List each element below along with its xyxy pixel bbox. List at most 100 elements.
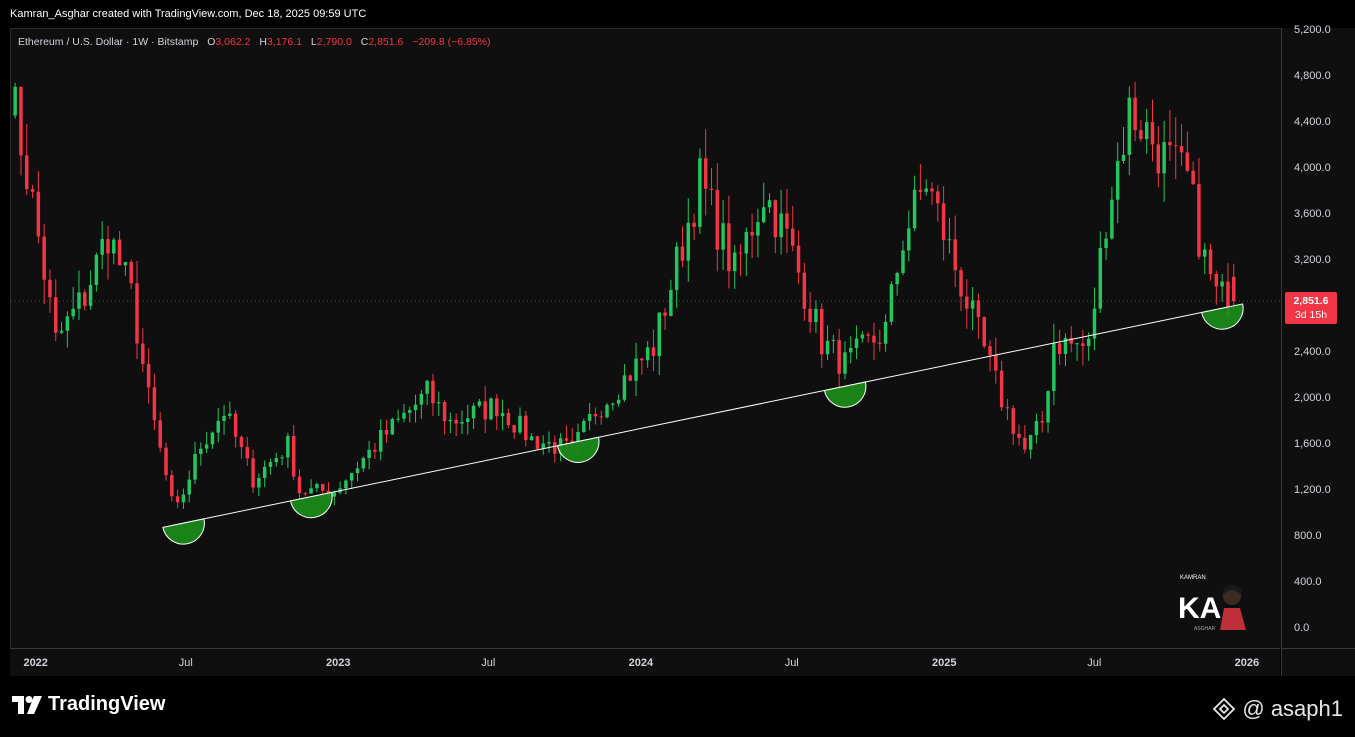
candle-body: [1069, 337, 1074, 344]
candle-body: [732, 252, 737, 272]
candle-body: [141, 343, 145, 365]
watermark: @ asaph1: [1212, 696, 1343, 722]
candle-body: [634, 358, 638, 381]
candle-body: [674, 246, 679, 290]
candle-body: [738, 252, 743, 254]
candle-body: [698, 158, 702, 227]
candle-body: [83, 292, 87, 306]
time-axis[interactable]: 2022 Jul 2023 Jul 2024 Jul 2025 Jul 2026: [10, 648, 1280, 678]
candle-body: [384, 429, 389, 435]
candle-body: [1168, 142, 1172, 146]
candle-body: [500, 412, 505, 417]
candle-body: [286, 435, 290, 458]
candle-body: [373, 449, 377, 452]
axis-corner: [1281, 648, 1355, 678]
candle-body: [495, 398, 499, 417]
candle-body: [1052, 343, 1056, 392]
candle-body: [378, 429, 383, 452]
candle-body: [303, 493, 308, 495]
candle-body: [448, 419, 453, 422]
candle-body: [936, 191, 940, 204]
candle-body: [193, 454, 197, 480]
candle-body: [918, 189, 923, 192]
time-tick-label: 2024: [628, 657, 654, 669]
candle-body: [779, 213, 783, 238]
candle-body: [1017, 433, 1021, 438]
candle-body: [129, 261, 133, 284]
candle-body: [970, 300, 975, 309]
time-tick-label: 2026: [1234, 657, 1260, 669]
candle-body: [999, 370, 1004, 408]
candle-body: [77, 292, 81, 309]
candle-body: [251, 458, 255, 488]
badge-bottom-text: ASGHAR: [1194, 626, 1216, 632]
candle-body: [466, 418, 470, 422]
candle-body: [947, 239, 952, 241]
watermark-handle: @ asaph1: [1242, 696, 1343, 721]
candle-body: [860, 334, 865, 339]
candle-body: [164, 447, 168, 476]
candle-body: [187, 479, 191, 495]
candle-body: [657, 312, 662, 357]
candle-body: [593, 414, 598, 417]
candle-body: [744, 231, 749, 254]
candle-body: [686, 222, 691, 261]
candle-body: [199, 448, 203, 455]
candle-body: [396, 418, 400, 420]
candle-body: [959, 270, 963, 297]
candle-body: [721, 223, 725, 250]
candle-body: [965, 296, 969, 309]
chart-credit: Kamran_Asghar created with TradingView.c…: [10, 8, 367, 20]
symbol-name: Ethereum / U.S. Dollar · 1W · Bitstamp: [18, 36, 199, 48]
candle-body: [1040, 421, 1044, 423]
candle-body: [1173, 145, 1178, 147]
avatar-body: [1220, 608, 1246, 630]
price-tick-label: 4,000.0: [1294, 162, 1331, 174]
candle-body: [599, 416, 603, 418]
candle-body: [1046, 391, 1050, 423]
candle-body: [297, 476, 302, 494]
price-tick-label: 3,200.0: [1294, 254, 1331, 266]
price-chart[interactable]: [11, 29, 1281, 649]
candle-body: [907, 228, 911, 251]
candle-body: [1075, 343, 1079, 345]
candle-body: [1081, 343, 1085, 347]
symbol-legend: Ethereum / U.S. Dollar · 1W · Bitstamp O…: [18, 36, 491, 48]
candle-body: [709, 188, 714, 191]
price-axis[interactable]: 5,200.0 4,800.0 4,400.0 4,000.0 3,600.0 3,200…: [1281, 24, 1355, 648]
candle-body: [245, 447, 250, 459]
candle-body: [71, 308, 75, 317]
support-trendline: [171, 306, 1229, 526]
candle-body: [1127, 97, 1132, 155]
candle-body: [1034, 421, 1039, 436]
candle-body: [994, 355, 998, 371]
candle-body: [309, 488, 313, 494]
price-tick-label: 3,600.0: [1294, 208, 1331, 220]
candle-body: [419, 393, 424, 405]
candle-body: [320, 483, 325, 491]
candle-body: [471, 405, 476, 419]
price-tick-label: 5,200.0: [1294, 24, 1331, 36]
tradingview-logo[interactable]: TradingView: [12, 693, 165, 716]
candle-body: [146, 364, 151, 388]
cup-marker: [1200, 303, 1244, 330]
candle-body: [541, 443, 545, 449]
candle-body: [889, 284, 894, 322]
price-tick-label: 1,200.0: [1294, 484, 1331, 496]
candle-body: [506, 412, 511, 426]
candle-body: [912, 189, 917, 229]
candle-body: [1092, 308, 1097, 339]
candle-body: [1110, 199, 1114, 239]
candle-body: [727, 223, 731, 272]
chart-pane[interactable]: [10, 28, 1281, 649]
candle-body: [1104, 238, 1108, 248]
candle-body: [158, 420, 162, 448]
candle-body: [19, 86, 23, 156]
candle-body: [982, 317, 986, 347]
candle-body: [849, 347, 853, 353]
candle-body: [750, 231, 754, 236]
candle-body: [802, 272, 807, 309]
candle-body: [895, 273, 899, 285]
candle-body: [1191, 170, 1195, 185]
cup-marker: [823, 381, 867, 408]
